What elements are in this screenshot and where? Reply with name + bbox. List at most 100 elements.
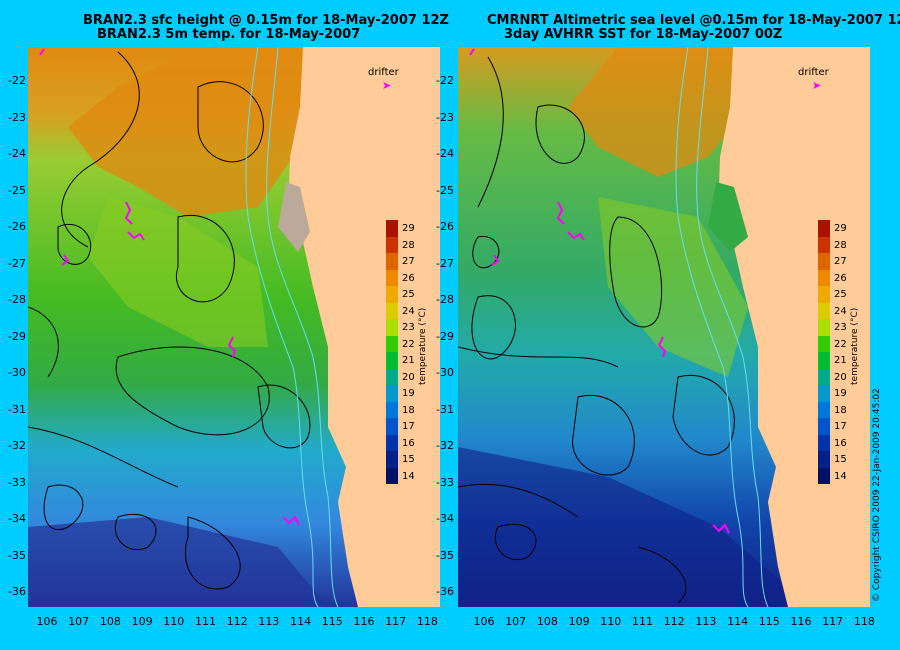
colorbar-label: 17 <box>834 421 847 432</box>
colorbar-label: 18 <box>834 404 847 416</box>
colorbar-title: temperature (°C) <box>850 307 860 385</box>
y-tick-label: -25 <box>436 183 454 197</box>
shark-bay <box>278 182 310 252</box>
y-tick-label: -35 <box>8 548 26 562</box>
x-tick-label: 106 <box>473 615 495 628</box>
colorbar-swatch <box>818 319 830 336</box>
colorbar-swatch <box>818 434 830 451</box>
cold-region <box>28 517 328 607</box>
y-tick-label: -30 <box>8 366 26 379</box>
colorbar-label: 19 <box>402 388 415 399</box>
left-map-svg <box>28 47 440 607</box>
x-tick-label: 111 <box>195 615 216 628</box>
colorbar-swatch <box>386 220 398 237</box>
colorbar-swatch <box>386 368 398 385</box>
colorbar-label: 26 <box>402 272 415 284</box>
y-tick-label: -26 <box>436 220 454 233</box>
y-tick-label: -33 <box>8 475 26 489</box>
colorbar-label: 14 <box>402 470 415 482</box>
x-tick-label: 108 <box>536 615 558 628</box>
x-tick-label: 118 <box>853 615 875 628</box>
colorbar-label: 14 <box>834 470 847 482</box>
x-tick-label: 115 <box>758 615 780 628</box>
colorbar-swatch <box>386 352 398 369</box>
drifter-legend-label: drifter <box>798 67 829 78</box>
x-tick-label: 109 <box>568 615 590 628</box>
x-tick-label: 114 <box>290 615 312 628</box>
right-map-panel: drifter ➤ <box>458 47 870 607</box>
drifter-legend-arrow-icon: ➤ <box>382 79 392 92</box>
y-tick-label: -25 <box>8 183 26 197</box>
colorbar-label: 19 <box>834 388 847 399</box>
y-tick-label: -33 <box>436 475 454 489</box>
colorbar-label: 28 <box>834 239 847 251</box>
copyright-text: © Copyright CSIRO 2009 22-Jan-2009 20:45… <box>872 388 882 602</box>
x-tick-label: 109 <box>131 615 153 628</box>
shark-bay <box>708 182 748 252</box>
colorbar-swatch <box>386 269 398 286</box>
left-title-line1: BRAN2.3 sfc height @ 0.15m for 18-May-20… <box>83 13 449 28</box>
colorbar-swatch <box>386 451 398 468</box>
colorbar-label: 23 <box>834 322 847 333</box>
colorbar-swatch <box>818 220 830 237</box>
x-tick-label: 113 <box>695 615 717 628</box>
x-tick-label: 110 <box>163 615 185 628</box>
colorbar-label: 20 <box>834 371 847 383</box>
y-tick-label: -23 <box>436 110 454 124</box>
y-tick-label: -36 <box>436 585 454 598</box>
drifter-legend-arrow-icon: ➤ <box>812 79 822 92</box>
colorbar-label: 23 <box>402 322 415 333</box>
colorbar-swatch <box>386 319 398 336</box>
y-tick-label: -22 <box>436 74 454 87</box>
x-tick-label: 108 <box>99 615 121 628</box>
x-tick-label: 115 <box>321 615 343 628</box>
y-tick-label: -24 <box>8 147 26 160</box>
y-tick-label: -30 <box>436 366 454 379</box>
isobath-lines <box>675 47 769 607</box>
colorbar-swatch <box>386 401 398 418</box>
isobath-lines <box>245 47 339 607</box>
colorbar-label: 16 <box>834 437 847 449</box>
colorbar-label: 29 <box>402 223 415 234</box>
colorbar-label: 27 <box>402 256 415 267</box>
x-tick-label: 116 <box>353 615 375 628</box>
colorbar-swatch <box>386 335 398 352</box>
eddy-region <box>598 197 748 377</box>
x-tick-label: 111 <box>632 615 653 628</box>
y-tick-label: -29 <box>8 329 26 343</box>
colorbar-swatch <box>818 253 830 270</box>
y-tick-label: -34 <box>436 512 454 525</box>
colorbar-swatch <box>818 286 830 303</box>
cold-region <box>458 447 788 607</box>
colorbar-label: 18 <box>402 404 415 416</box>
warm-region <box>68 47 318 217</box>
y-tick-label: -27 <box>436 256 454 270</box>
y-tick-label: -22 <box>8 74 26 87</box>
colorbar-swatch <box>386 434 398 451</box>
colorbar-swatch <box>818 385 830 402</box>
colorbar-label: 25 <box>402 289 415 300</box>
y-tick-label: -29 <box>436 329 454 343</box>
y-tick-label: -32 <box>8 439 26 452</box>
colorbar-label: 15 <box>402 454 415 465</box>
colorbar-swatch <box>818 269 830 286</box>
x-tick-label: 116 <box>790 615 812 628</box>
colorbar-swatch <box>386 302 398 319</box>
x-tick-label: 112 <box>663 615 685 628</box>
colorbar-label: 16 <box>402 437 415 449</box>
drifter-legend-label: drifter <box>368 67 399 78</box>
australia-land <box>718 47 870 607</box>
australia-land <box>288 47 440 607</box>
drifter-tracks <box>39 48 300 526</box>
colorbar-swatch <box>818 451 830 468</box>
colorbar-label: 27 <box>834 256 847 267</box>
x-tick-label: 113 <box>258 615 280 628</box>
colorbar-label: 22 <box>402 338 415 350</box>
colorbar-swatch <box>386 385 398 402</box>
colorbar-swatch <box>386 286 398 303</box>
colorbar-label: 22 <box>834 338 847 350</box>
y-tick-label: -36 <box>8 585 26 598</box>
colorbar-label: 26 <box>834 272 847 284</box>
y-tick-label: -32 <box>436 439 454 452</box>
colorbar-swatch <box>818 302 830 319</box>
